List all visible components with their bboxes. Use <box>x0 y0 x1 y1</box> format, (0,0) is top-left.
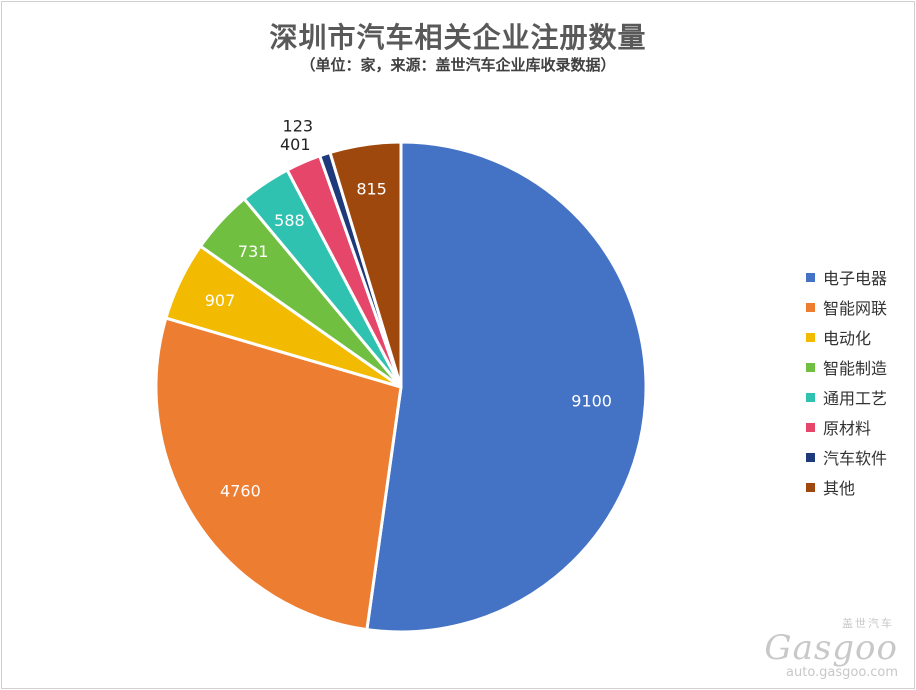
legend-swatch <box>806 362 815 372</box>
slice-value-label: 815 <box>356 179 387 198</box>
watermark-cn-text: 盖世汽车 <box>842 617 894 630</box>
legend-label: 汽车软件 <box>823 449 888 468</box>
pie-slice <box>328 140 403 389</box>
slice-value-label: 588 <box>274 211 305 230</box>
legend-swatch <box>806 392 815 402</box>
legend-label: 通用工艺 <box>823 389 888 408</box>
chart-subtitle: （单位：家，来源：盖世汽车企业库收录数据） <box>300 56 616 74</box>
slice-value-label: 123 <box>283 117 314 136</box>
legend: 电子电器智能网联电动化智能制造通用工艺原材料汽车软件其他 <box>806 262 887 502</box>
legend-swatch <box>806 332 815 342</box>
legend-swatch <box>806 422 815 432</box>
legend-item: 智能网联 <box>806 292 887 322</box>
legend-label: 电子电器 <box>823 269 888 288</box>
legend-label: 其他 <box>823 479 856 498</box>
legend-item: 电子电器 <box>806 262 887 292</box>
legend-swatch <box>806 482 815 492</box>
legend-swatch <box>806 302 815 312</box>
legend-label: 智能制造 <box>823 359 888 378</box>
slice-value-label: 4760 <box>220 482 261 501</box>
legend-item: 汽车软件 <box>806 442 887 472</box>
watermark-logo: Gasgoo <box>764 628 898 668</box>
legend-label: 智能网联 <box>823 299 888 318</box>
legend-item: 原材料 <box>806 412 887 442</box>
slice-value-label: 907 <box>205 291 236 310</box>
legend-label: 原材料 <box>823 419 872 438</box>
pie-slice <box>365 140 648 634</box>
slice-value-label: 9100 <box>571 391 612 410</box>
legend-swatch <box>806 272 815 282</box>
legend-item: 电动化 <box>806 322 887 352</box>
slice-value-label: 401 <box>280 135 311 154</box>
slice-value-label: 731 <box>238 242 269 261</box>
legend-item: 通用工艺 <box>806 382 887 412</box>
watermark-url: auto.gasgoo.com <box>786 665 898 680</box>
legend-swatch <box>806 452 815 462</box>
pie-slice <box>154 316 403 632</box>
legend-item: 智能制造 <box>806 352 887 382</box>
legend-item: 其他 <box>806 472 887 502</box>
gasgoo-watermark: 盖世汽车 Gasgoo auto.gasgoo.com <box>764 615 898 680</box>
legend-label: 电动化 <box>823 329 872 348</box>
chart-title: 深圳市汽车相关企业注册数量 <box>269 21 647 54</box>
